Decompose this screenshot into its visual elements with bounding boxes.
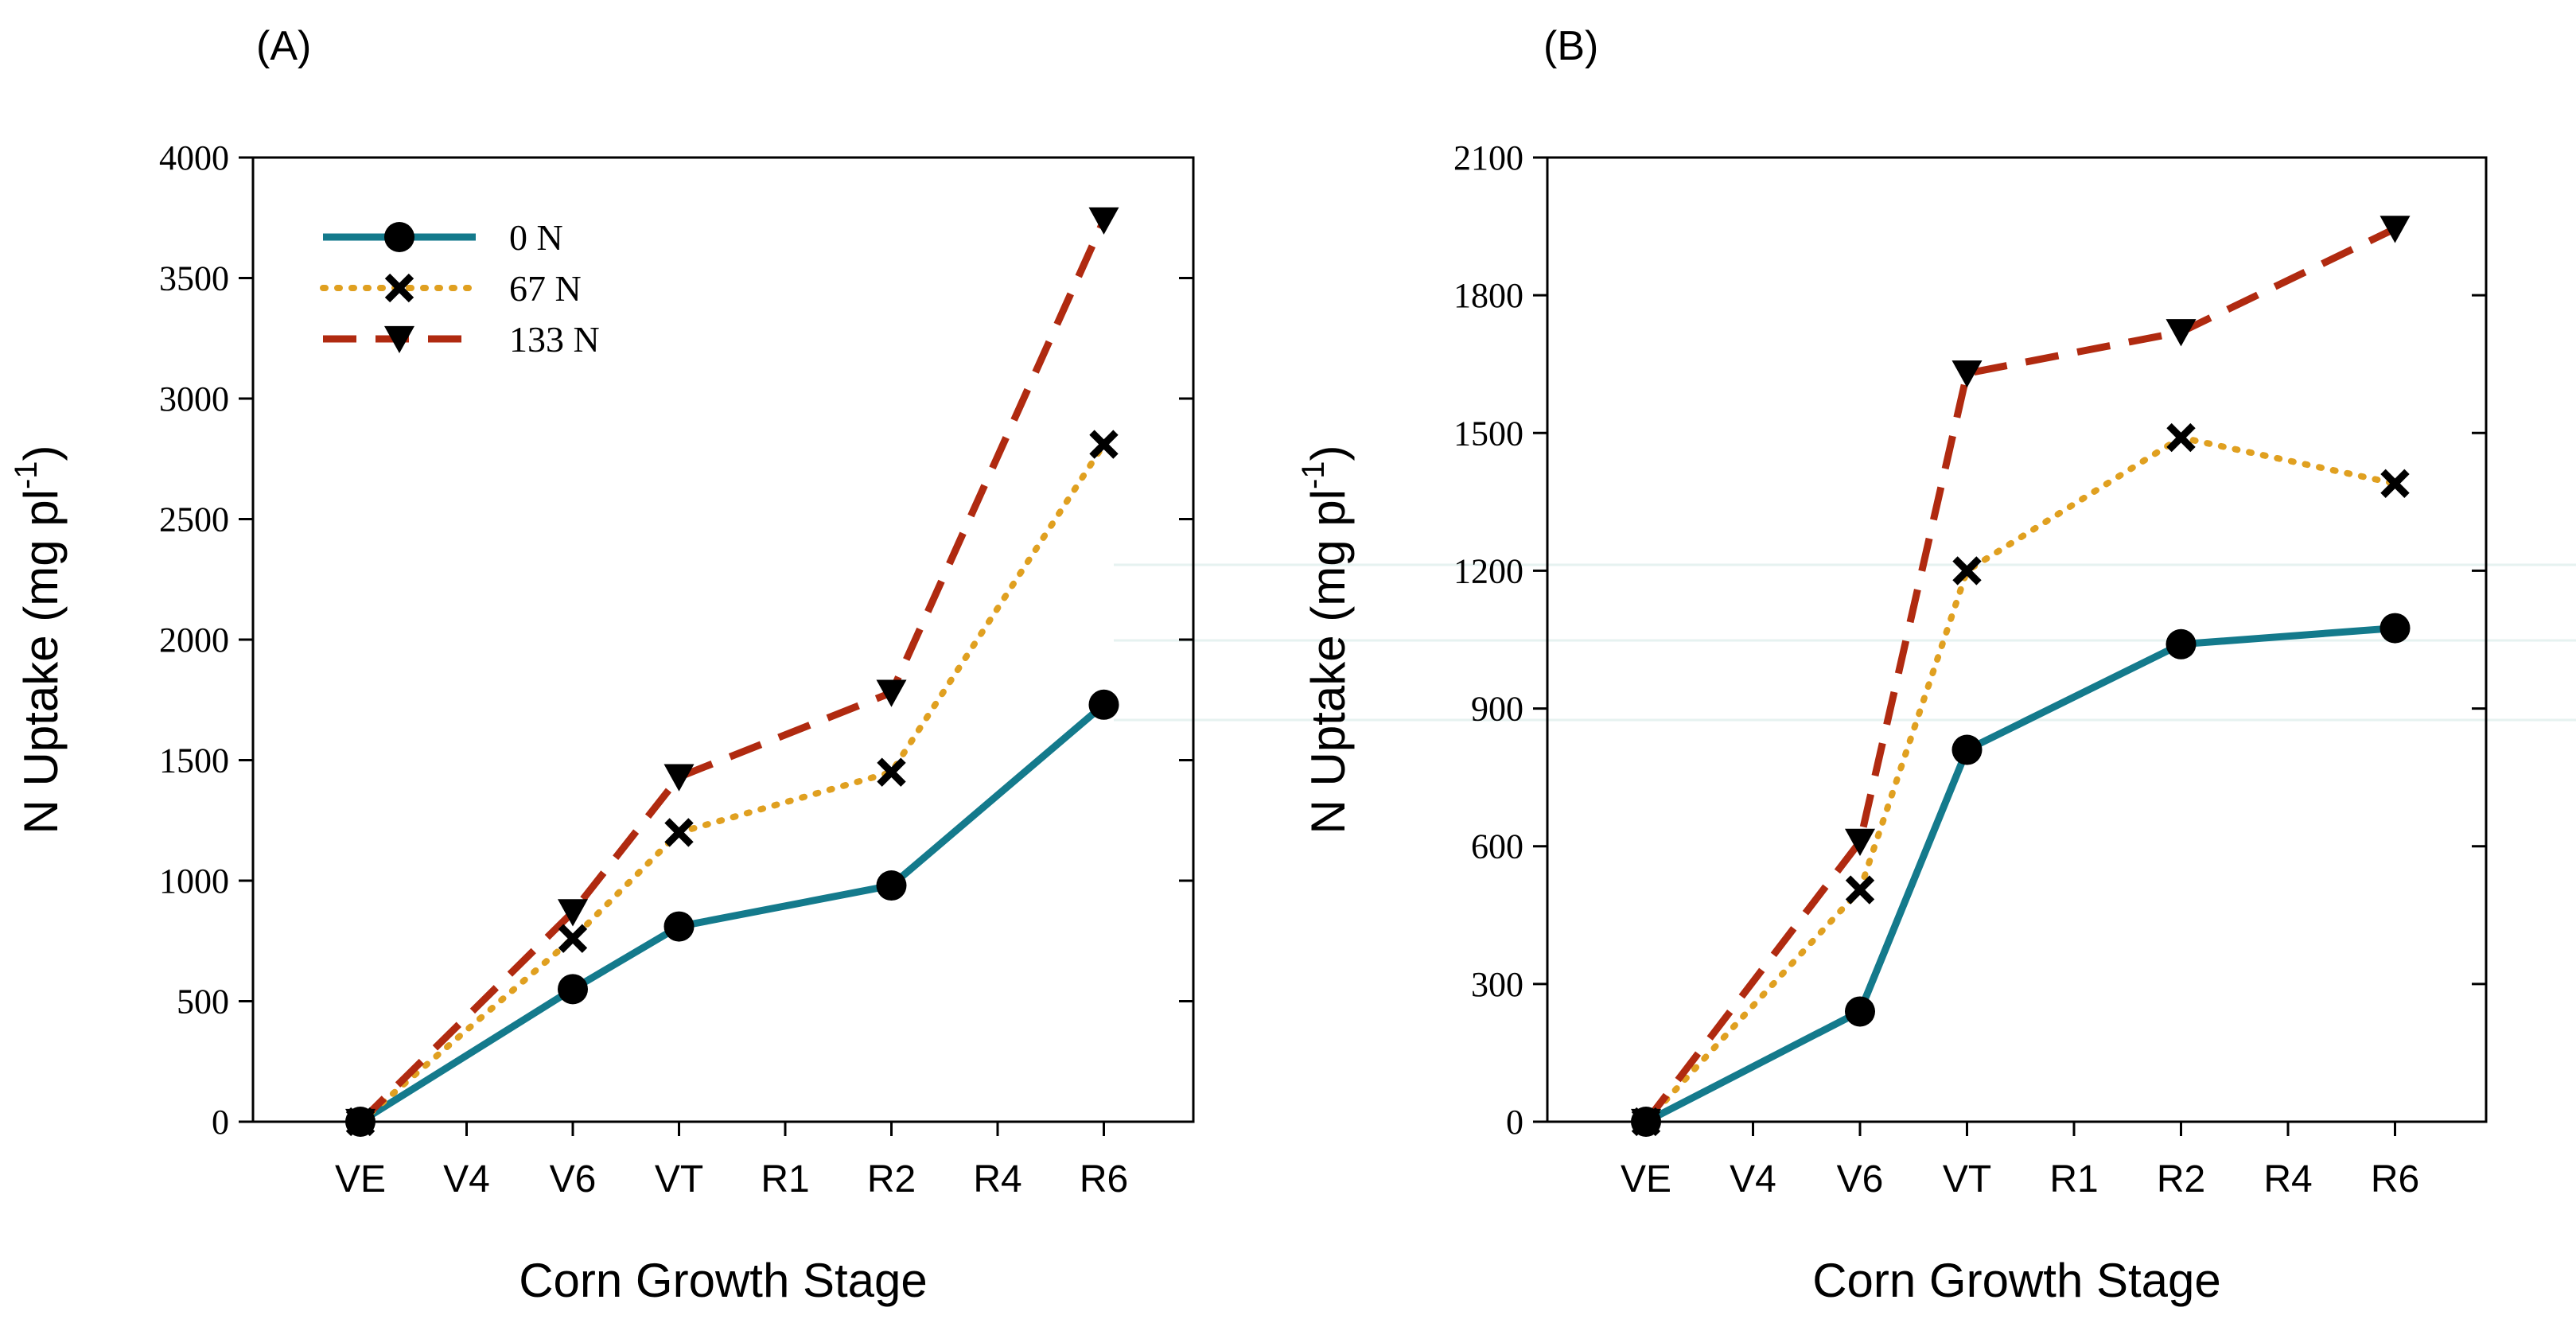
series-line-0-n <box>1644 625 2395 1126</box>
data-point-0-n <box>1088 689 1119 720</box>
y-axis-title: N Uptake (mg pl-1) <box>9 445 68 834</box>
x-tick-label: R4 <box>2263 1158 2312 1200</box>
y-tick-label: 1500 <box>1453 414 1523 453</box>
data-point-67-n <box>664 818 694 847</box>
y-axis-title-main: N Uptake (mg pl <box>1302 489 1355 834</box>
series-line-67-n <box>1643 434 2399 1125</box>
x-tick-label: V4 <box>1730 1158 1776 1200</box>
y-axis-title-superscript: -1 <box>1296 461 1331 489</box>
y-tick-label: 900 <box>1471 690 1523 729</box>
data-point-67-n <box>2166 422 2196 453</box>
y-tick-label: 2100 <box>1453 138 1523 177</box>
y-axis-title-close: ) <box>1302 445 1355 461</box>
legend-marker <box>384 273 414 303</box>
legend-marker <box>384 325 414 354</box>
x-tick-label: VE <box>1621 1158 1671 1200</box>
data-point-67-n <box>2380 469 2410 498</box>
x-tick-label: V6 <box>550 1158 597 1200</box>
data-point-133-n <box>345 1108 376 1137</box>
x-axis-title: Corn Growth Stage <box>519 1254 928 1307</box>
plot-frame <box>251 156 1195 1123</box>
x-tick-label: R1 <box>2049 1158 2098 1200</box>
y-axis-title-main: N Uptake (mg pl <box>14 489 68 834</box>
data-point-133-n <box>1845 828 1875 856</box>
legend-label: 133 N <box>509 319 600 360</box>
x-tick-label: V6 <box>1837 1158 1884 1200</box>
x-axis-title: Corn Growth Stage <box>1812 1254 2221 1307</box>
data-point-133-n <box>558 899 588 927</box>
x-tick-label: R2 <box>2157 1158 2205 1200</box>
y-tick-label: 300 <box>1471 965 1523 1004</box>
legend-label: 67 N <box>509 268 582 309</box>
y-tick-label: 500 <box>177 983 229 1021</box>
data-point-0-n <box>876 870 907 901</box>
data-point-133-n <box>1631 1108 1661 1137</box>
data-point-133-n <box>1951 360 1983 388</box>
series-line-0-n <box>358 702 1107 1125</box>
data-point-67-n <box>1952 556 1982 586</box>
x-tick-label: VT <box>655 1158 703 1200</box>
legend-marker <box>384 222 414 252</box>
y-axis-title-superscript: -1 <box>9 461 44 489</box>
data-point-0-n <box>558 974 588 1005</box>
data-point-67-n <box>877 757 906 787</box>
y-tick-label: 1000 <box>159 862 229 901</box>
data-point-0-n <box>663 911 695 942</box>
y-tick-label: 2500 <box>159 500 229 539</box>
series-line-67-n <box>357 441 1107 1125</box>
y-axis-title-close: ) <box>14 445 68 461</box>
y-tick-label: 0 <box>1506 1103 1523 1142</box>
x-tick-label: R6 <box>2371 1158 2419 1200</box>
series-line-133-n <box>357 218 1107 1125</box>
x-tick-label: R4 <box>973 1158 1021 1200</box>
data-point-133-n <box>1088 207 1119 235</box>
x-tick-label: VT <box>1943 1158 1991 1200</box>
series-line-133-n <box>1643 225 2397 1124</box>
y-tick-label: 3000 <box>159 379 229 418</box>
data-point-0-n <box>1951 734 1983 765</box>
y-tick-label: 1200 <box>1453 551 1523 590</box>
data-point-133-n <box>2165 319 2197 347</box>
data-point-67-n <box>558 924 588 953</box>
y-tick-label: 1800 <box>1453 276 1523 315</box>
x-tick-label: V4 <box>443 1158 490 1200</box>
y-tick-label: 3500 <box>159 259 229 298</box>
y-tick-label: 600 <box>1471 827 1523 866</box>
data-point-0-n <box>1845 996 1875 1027</box>
y-tick-label: 4000 <box>159 138 229 177</box>
plot-frame <box>1546 156 2488 1123</box>
y-tick-label: 0 <box>212 1103 229 1142</box>
x-tick-label: R2 <box>867 1158 916 1200</box>
x-tick-label: VE <box>335 1158 386 1200</box>
y-tick-label: 1500 <box>159 741 229 780</box>
data-point-133-n <box>663 764 695 792</box>
panel-label: (B) <box>1543 23 1598 69</box>
data-point-133-n <box>876 679 907 707</box>
y-axis-title: N Uptake (mg pl-1) <box>1296 445 1355 834</box>
x-tick-label: R6 <box>1080 1158 1128 1200</box>
data-point-133-n <box>2379 216 2411 243</box>
chart-panel-b: (B) 0 300 600 900 1200 1500 1800 2100 VE V4 V6 VT R1 R… <box>1296 23 2488 1307</box>
data-point-67-n <box>1089 430 1119 459</box>
legend-label: 0 N <box>509 217 563 258</box>
data-point-0-n <box>2379 613 2411 644</box>
chart-panel-a: (A) 0 500 1000 1500 2000 2500 3000 3500 4000 VE V4 V… <box>9 23 1195 1307</box>
y-tick-label: 2000 <box>159 621 229 660</box>
x-tick-label: R1 <box>761 1158 809 1200</box>
data-point-67-n <box>1845 875 1875 905</box>
data-point-0-n <box>2165 628 2197 660</box>
panel-label: (A) <box>256 23 311 69</box>
